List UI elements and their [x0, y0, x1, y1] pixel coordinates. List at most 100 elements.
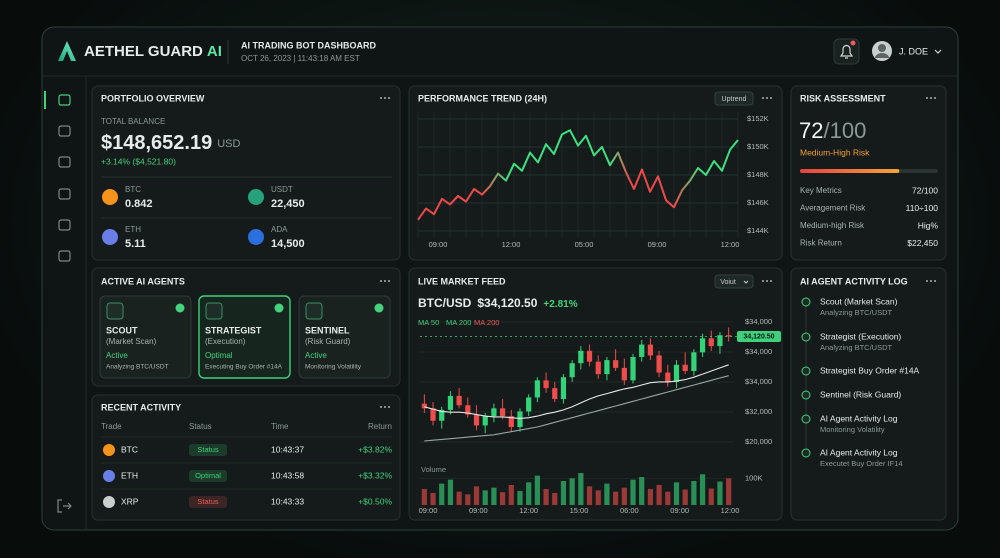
menu-dot[interactable]	[380, 406, 382, 408]
candle-body	[691, 352, 697, 371]
asset-icon	[248, 229, 264, 245]
menu-dot[interactable]	[934, 97, 936, 99]
log-title: Scout (Market Scan)	[820, 296, 898, 306]
agent-name: SCOUT	[106, 325, 138, 335]
sidebar-icon[interactable]	[58, 250, 71, 262]
menu-dot[interactable]	[388, 97, 390, 99]
agent-role: (Market Scan)	[106, 337, 157, 346]
volume-bar	[526, 482, 532, 505]
menu-dot[interactable]	[926, 280, 928, 282]
menu-dot[interactable]	[930, 280, 932, 282]
asset-icon	[102, 189, 118, 205]
menu-dot[interactable]	[384, 280, 386, 282]
volume-bar	[639, 477, 645, 505]
log-title: AI Agent Activity Log	[820, 447, 898, 457]
menu-dot[interactable]	[762, 280, 764, 282]
sidebar-icon[interactable]	[58, 156, 71, 168]
volume-bar	[699, 474, 706, 505]
dashboard-title: AI TRADING BOT DASHBOARD	[241, 40, 376, 50]
metric-label: Averagement Risk	[800, 204, 866, 213]
risk-level: Medium-High Risk	[800, 147, 870, 157]
y-tick-label: $144K	[747, 226, 769, 235]
sidebar-icon[interactable]	[58, 94, 71, 106]
candle-body	[491, 408, 497, 417]
price-tag-label: 34,120.50	[743, 333, 774, 340]
agent-status: Active	[106, 351, 128, 360]
candle-body	[665, 372, 671, 382]
candle-body	[595, 361, 601, 375]
candle-body	[569, 363, 575, 378]
sidebar-icon[interactable]	[58, 125, 71, 137]
volume-bar	[517, 491, 523, 505]
balance-currency: USD	[217, 138, 240, 150]
menu-dot[interactable]	[934, 280, 936, 282]
volume-label: Volume	[421, 465, 446, 474]
price-tag	[737, 330, 781, 342]
agent-role: (Risk Guard)	[305, 337, 351, 346]
volume-bar	[569, 478, 575, 505]
balance-value: $148,652.19	[101, 132, 212, 154]
volume-tick-label: 100K	[745, 473, 763, 482]
status-pill	[189, 470, 227, 482]
x-tick-label: 12:00	[721, 240, 740, 249]
volume-bar	[647, 489, 654, 505]
logout-icon[interactable]	[57, 499, 72, 513]
x-tick-label: 06:00	[620, 506, 639, 515]
menu-dot[interactable]	[384, 97, 386, 99]
x-tick-label: 09:00	[469, 506, 488, 515]
metric-value: 110÷100	[906, 203, 939, 213]
menu-dot[interactable]	[380, 280, 382, 282]
candle-body	[708, 338, 714, 347]
y-tick-label: $146K	[747, 198, 769, 207]
candle-body	[717, 335, 723, 347]
datetime: OCT 26, 2023 | 11:43:18 AM EST	[241, 54, 360, 63]
candle-body	[508, 416, 514, 427]
log-title: Sentinel (Risk Guard)	[820, 389, 901, 399]
menu-dot[interactable]	[766, 280, 768, 282]
bell-icon	[839, 44, 854, 59]
menu-dot[interactable]	[384, 406, 386, 408]
agent-check	[374, 303, 384, 313]
volume-bar	[682, 489, 688, 505]
sidebar-icon[interactable]	[58, 219, 71, 231]
candle-body	[699, 338, 706, 353]
y-tick-label: $32,000	[745, 407, 772, 416]
candle-body	[517, 411, 523, 427]
menu-dot[interactable]	[766, 97, 768, 99]
candle-body	[682, 364, 688, 371]
agent-role: (Execution)	[205, 337, 246, 346]
table-header: Return	[368, 422, 392, 431]
volume-bar	[621, 487, 627, 505]
user-menu-chevron[interactable]	[934, 49, 942, 54]
asset-amount: 14,500	[271, 238, 305, 250]
asset-symbol: ADA	[271, 225, 288, 234]
menu-dot[interactable]	[770, 280, 772, 282]
trade-return: +$0.50%	[358, 496, 392, 506]
gauge-fill	[800, 169, 900, 173]
x-tick-label: 12:00	[721, 506, 740, 515]
metric-value: Hig%	[918, 220, 939, 230]
balance: $148,652.19 USD	[101, 132, 241, 154]
x-tick-label: 09:00	[429, 240, 448, 249]
menu-dot[interactable]	[380, 97, 382, 99]
sidebar-icon[interactable]	[58, 188, 71, 200]
balance-label: TOTAL BALANCE	[101, 117, 165, 126]
menu-dot[interactable]	[926, 97, 928, 99]
trade-time: 10:43:58	[271, 470, 304, 480]
volume-bar	[534, 475, 540, 505]
dropdown[interactable]	[714, 274, 754, 289]
menu-dot[interactable]	[770, 97, 772, 99]
badge-label: Uptrend	[722, 96, 747, 103]
menu-dot[interactable]	[930, 97, 932, 99]
log-icon	[801, 332, 811, 342]
legend-label: MA 50	[418, 318, 439, 327]
agent-icon	[205, 302, 223, 320]
menu-dot[interactable]	[388, 280, 390, 282]
menu-dot[interactable]	[388, 406, 390, 408]
metric-label: Key Metrics	[800, 186, 842, 195]
menu-dot[interactable]	[762, 97, 764, 99]
volume-bar	[604, 483, 610, 505]
coin-icon	[103, 444, 115, 456]
log-icon	[801, 414, 811, 424]
